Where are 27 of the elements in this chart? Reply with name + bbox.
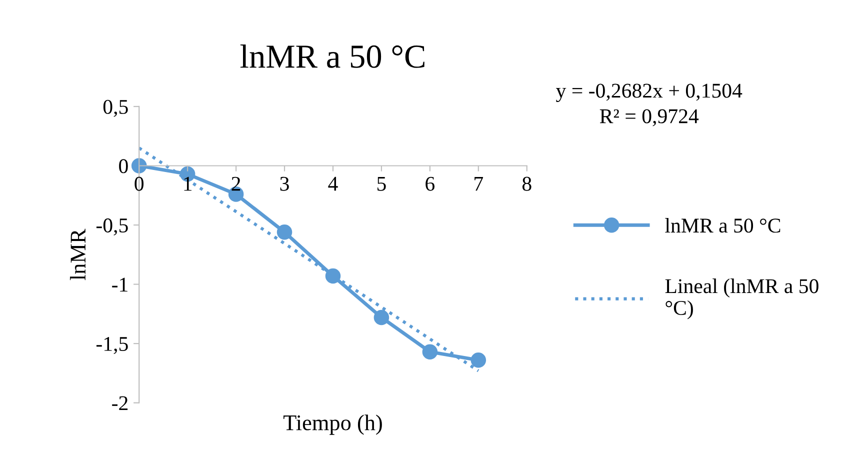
x-tick-label: 0 — [134, 176, 144, 191]
point — [131, 158, 147, 174]
x-tick-label: 3 — [280, 176, 289, 191]
text: R² = 0,9724 — [600, 109, 699, 126]
x-tick-label: 6 — [426, 176, 435, 191]
point — [422, 344, 438, 360]
legend-label: lnMR a 50 °C — [665, 218, 780, 233]
y-tick-label: -1 — [112, 278, 128, 292]
legend-label: Lineal (lnMR a 50 °C) — [665, 278, 818, 320]
x-tick-label: 4 — [328, 176, 338, 191]
y-tick-label: 0,5 — [103, 100, 128, 117]
x-tick-label: 1 — [184, 176, 192, 191]
x-tick-label: 8 — [522, 176, 532, 191]
point — [470, 352, 486, 368]
point — [276, 224, 292, 240]
y-tick-label: -1,5 — [96, 337, 128, 354]
x-tick-label: 5 — [377, 176, 386, 191]
y-tick-label: -2 — [112, 396, 128, 410]
x-tick-label: 7 — [474, 176, 484, 191]
point — [374, 310, 390, 326]
x-axis-title: Tiempo (h) — [283, 414, 382, 435]
y-axis-title: lnMR — [70, 228, 86, 280]
point — [325, 268, 341, 284]
text: y = -0,2682x + 0,1504 — [556, 84, 742, 102]
chart-title: lnMR a 50 °C — [240, 44, 424, 68]
y-tick-label: 0 — [119, 159, 128, 174]
y-tick-label: -0,5 — [96, 218, 128, 236]
